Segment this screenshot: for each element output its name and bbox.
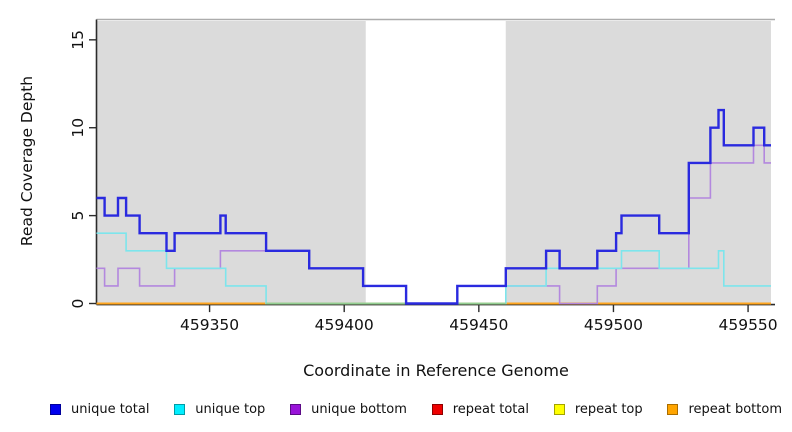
masked-region-left [96, 21, 366, 304]
x-tick-label: 459500 [584, 316, 643, 334]
legend: unique total unique top unique bottom repea… [50, 396, 782, 422]
legend-item-repeat-bottom: repeat bottom [667, 402, 782, 417]
x-axis-title: Coordinate in Reference Genome [303, 361, 569, 380]
series-unique-top [96, 232, 771, 305]
y-axis-title: Read Coverage Depth [18, 75, 36, 247]
unique-total-swatch [50, 403, 61, 415]
y-tick-label: 10 [69, 118, 87, 138]
unique-bottom-swatch [290, 403, 302, 415]
y-tick-label: 0 [69, 299, 87, 309]
legend-item-unique-total: unique total [50, 402, 149, 417]
repeat-top-swatch [553, 403, 565, 415]
plot-svg: 459350 459400 459450 459500 459550 0 5 10 15 [69, 18, 778, 334]
x-tick-label: 459550 [718, 316, 777, 334]
unique-top-swatch [174, 403, 186, 415]
y-tick-label: 5 [69, 211, 87, 221]
x-tick-label: 459450 [449, 316, 508, 334]
legend-label: unique bottom [311, 401, 407, 417]
legend-label: repeat top [574, 401, 643, 417]
legend-label: repeat bottom [688, 401, 782, 417]
legend-label: unique total [71, 401, 150, 417]
repeat-bottom-swatch [667, 403, 679, 415]
series-unique-total [96, 108, 771, 305]
legend-item-repeat-top: repeat top [553, 401, 643, 417]
legend-item-unique-top: unique top [174, 402, 265, 417]
y-tick-label: 15 [69, 30, 87, 50]
legend-label: unique top [195, 401, 266, 417]
repeat-total-swatch [431, 403, 443, 415]
x-tick-label: 459400 [315, 316, 374, 334]
x-tick-label: 459350 [180, 316, 239, 334]
legend-item-repeat-total: repeat total [431, 401, 529, 417]
legend-label: repeat total [452, 401, 529, 417]
legend-item-unique-bottom: unique bottom [290, 402, 407, 417]
